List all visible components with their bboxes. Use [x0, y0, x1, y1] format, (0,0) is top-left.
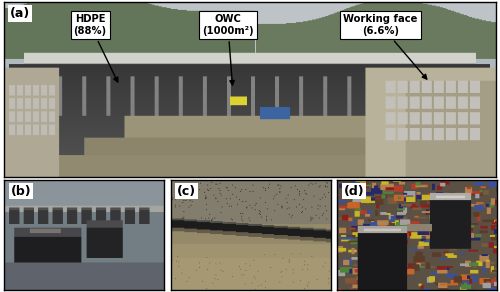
Text: HDPE
(88%): HDPE (88%) — [74, 14, 118, 82]
Text: OWC
(1000m²): OWC (1000m²) — [202, 14, 254, 85]
Text: (d): (d) — [344, 185, 364, 198]
Text: (b): (b) — [10, 185, 31, 198]
Text: Working face
(6.6%): Working face (6.6%) — [343, 14, 427, 79]
Text: (a): (a) — [10, 7, 30, 20]
Text: (c): (c) — [177, 185, 196, 198]
